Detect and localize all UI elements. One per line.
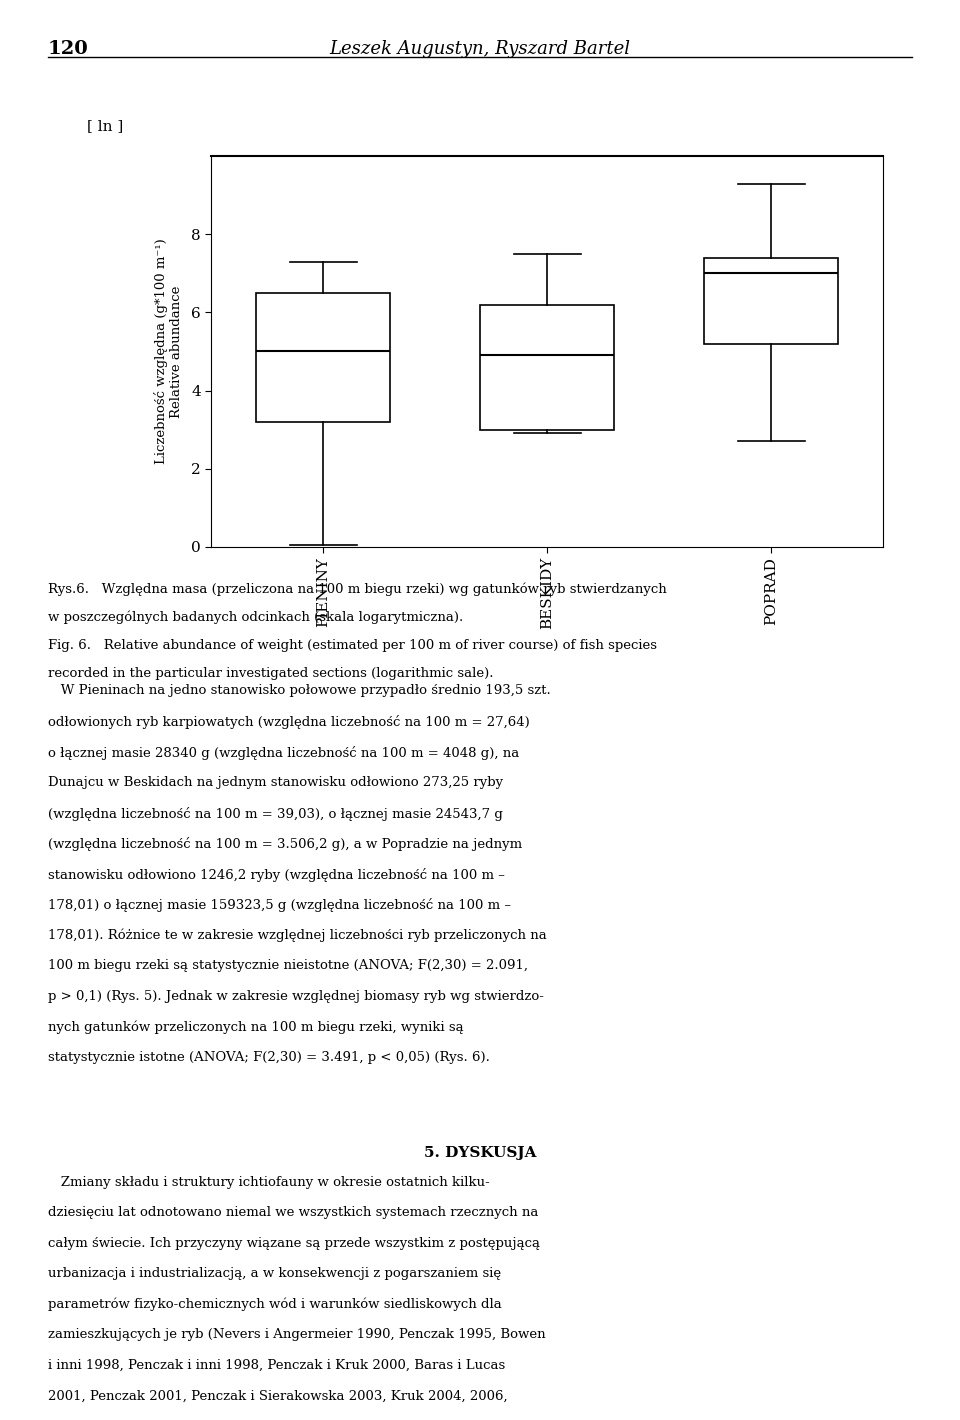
PathPatch shape — [704, 258, 838, 344]
Text: w poszczególnych badanych odcinkach (skala logarytmiczna).: w poszczególnych badanych odcinkach (ska… — [48, 611, 464, 625]
PathPatch shape — [480, 304, 614, 429]
Text: Rys.6.   Względna masa (przeliczona na 100 m biegu rzeki) wg gatunków ryb stwier: Rys.6. Względna masa (przeliczona na 100… — [48, 582, 667, 596]
Text: (względna liczebność na 100 m = 39,03), o łącznej masie 24543,7 g: (względna liczebność na 100 m = 39,03), … — [48, 807, 503, 821]
Text: Zmiany składu i struktury ichtiofauny w okresie ostatnich kilku-: Zmiany składu i struktury ichtiofauny w … — [48, 1176, 490, 1189]
Text: Dunajcu w Beskidach na jednym stanowisku odłowiono 273,25 ryby: Dunajcu w Beskidach na jednym stanowisku… — [48, 775, 503, 790]
Text: urbanizacja i industrializacją, a w konsekwencji z pogarszaniem się: urbanizacja i industrializacją, a w kons… — [48, 1268, 501, 1281]
Text: Leszek Augustyn, Ryszard Bartel: Leszek Augustyn, Ryszard Bartel — [329, 40, 631, 58]
Text: 178,01) o łącznej masie 159323,5 g (względna liczebność na 100 m –: 178,01) o łącznej masie 159323,5 g (wzgl… — [48, 897, 511, 912]
Text: o łącznej masie 28340 g (względna liczebność na 100 m = 4048 g), na: o łącznej masie 28340 g (względna liczeb… — [48, 746, 519, 760]
Text: i inni 1998, Penczak i inni 1998, Penczak i Kruk 2000, Baras i Lucas: i inni 1998, Penczak i inni 1998, Pencza… — [48, 1359, 505, 1372]
Text: nych gatunków przeliczonych na 100 m biegu rzeki, wyniki są: nych gatunków przeliczonych na 100 m bie… — [48, 1020, 464, 1034]
Text: p > 0,1) (Rys. 5). Jednak w zakresie względnej biomasy ryb wg stwierdzo-: p > 0,1) (Rys. 5). Jednak w zakresie wzg… — [48, 990, 544, 1003]
Text: (względna liczebność na 100 m = 3.506,2 g), a w Popradzie na jednym: (względna liczebność na 100 m = 3.506,2 … — [48, 836, 522, 851]
Text: 178,01). Różnice te w zakresie względnej liczebności ryb przeliczonych na: 178,01). Różnice te w zakresie względnej… — [48, 929, 547, 943]
Text: odłowionych ryb karpiowatych (względna liczebność na 100 m = 27,64): odłowionych ryb karpiowatych (względna l… — [48, 716, 530, 728]
Text: 2001, Penczak 2001, Penczak i Sierakowska 2003, Kruk 2004, 2006,: 2001, Penczak 2001, Penczak i Sierakowsk… — [48, 1389, 508, 1403]
Text: stanowisku odłowiono 1246,2 ryby (względna liczebność na 100 m –: stanowisku odłowiono 1246,2 ryby (względ… — [48, 868, 505, 882]
Text: dziesięciu lat odnotowano niemal we wszystkich systemach rzecznych na: dziesięciu lat odnotowano niemal we wszy… — [48, 1207, 539, 1220]
Text: W Pieninach na jedno stanowisko połowowe przypadło średnio 193,5 szt.: W Pieninach na jedno stanowisko połowowe… — [48, 684, 551, 697]
Text: 5. DYSKUSJA: 5. DYSKUSJA — [423, 1146, 537, 1160]
Text: Fig. 6.   Relative abundance of weight (estimated per 100 m of river course) of : Fig. 6. Relative abundance of weight (es… — [48, 639, 657, 652]
Text: parametrów fizyko-chemicznych wód i warunków siedliskowych dla: parametrów fizyko-chemicznych wód i waru… — [48, 1298, 502, 1312]
Text: statystycznie istotne (ANOVA; F(2,30) = 3.491, p < 0,05) (Rys. 6).: statystycznie istotne (ANOVA; F(2,30) = … — [48, 1051, 490, 1064]
PathPatch shape — [256, 293, 391, 422]
Y-axis label: Liczebność względna (g*100 m⁻¹)
Relative abundance: Liczebność względna (g*100 m⁻¹) Relative… — [154, 239, 182, 464]
Text: całym świecie. Ich przyczyny wiązane są przede wszystkim z postępującą: całym świecie. Ich przyczyny wiązane są … — [48, 1237, 540, 1250]
Text: 100 m biegu rzeki są statystycznie nieistotne (ANOVA; F(2,30) = 2.091,: 100 m biegu rzeki są statystycznie nieis… — [48, 960, 528, 973]
Text: [ ln ]: [ ln ] — [86, 119, 123, 132]
Text: 120: 120 — [48, 40, 88, 58]
Text: zamieszkujących je ryb (Nevers i Angermeier 1990, Penczak 1995, Bowen: zamieszkujących je ryb (Nevers i Angerme… — [48, 1329, 545, 1342]
Text: recorded in the particular investigated sections (logarithmic sale).: recorded in the particular investigated … — [48, 667, 493, 680]
